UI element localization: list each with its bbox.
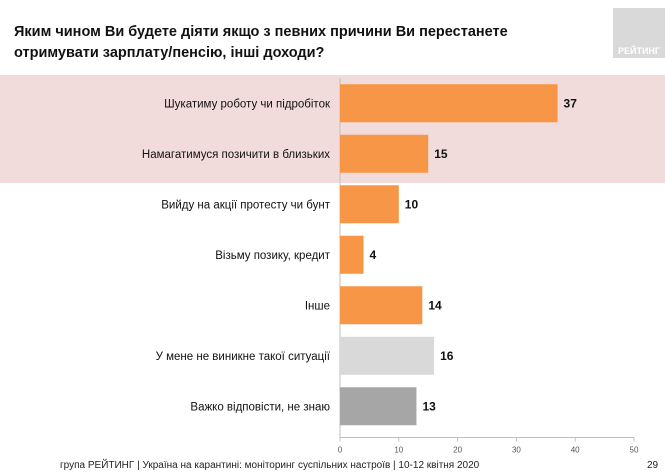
page-title: Яким чином Ви будете діяти якщо з певних… bbox=[14, 24, 508, 61]
category-label: Візьму позику, кредит bbox=[215, 250, 331, 262]
category-label: Важко відповісти, не знаю bbox=[190, 401, 330, 413]
bar bbox=[340, 235, 364, 274]
bar bbox=[340, 336, 435, 375]
x-tick-label: 30 bbox=[512, 446, 521, 455]
page-number: 29 bbox=[647, 460, 659, 471]
category-label: Вийду на акції протесту чи бунт bbox=[161, 199, 331, 211]
footer: група РЕЙТИНГ | Україна на карантині: мо… bbox=[60, 460, 480, 471]
category-label: Шукатиму роботу чи підробіток bbox=[164, 98, 331, 110]
category-label: Інше bbox=[305, 300, 330, 312]
data-label: 16 bbox=[440, 349, 454, 363]
category-label: Намагатимуся позичити в близьких bbox=[142, 149, 330, 161]
x-tick-label: 50 bbox=[630, 446, 639, 455]
data-label: 13 bbox=[422, 399, 436, 413]
bar bbox=[340, 286, 423, 325]
x-tick-label: 0 bbox=[338, 446, 343, 455]
logo: РЕЙТИНГ bbox=[613, 8, 665, 58]
data-label: 15 bbox=[434, 147, 448, 161]
bar bbox=[340, 134, 429, 173]
category-label: У мене не виникне такої ситуації bbox=[156, 351, 331, 363]
x-tick-label: 40 bbox=[571, 446, 580, 455]
data-label: 4 bbox=[370, 248, 377, 262]
x-tick-label: 20 bbox=[453, 446, 462, 455]
data-label: 14 bbox=[428, 298, 442, 312]
data-label: 10 bbox=[405, 197, 419, 211]
bar bbox=[340, 185, 399, 224]
x-tick-label: 10 bbox=[394, 446, 403, 455]
data-label: 37 bbox=[564, 96, 578, 110]
logo-text: РЕЙТИНГ bbox=[617, 46, 661, 56]
bar bbox=[340, 387, 417, 426]
bar bbox=[340, 84, 558, 123]
